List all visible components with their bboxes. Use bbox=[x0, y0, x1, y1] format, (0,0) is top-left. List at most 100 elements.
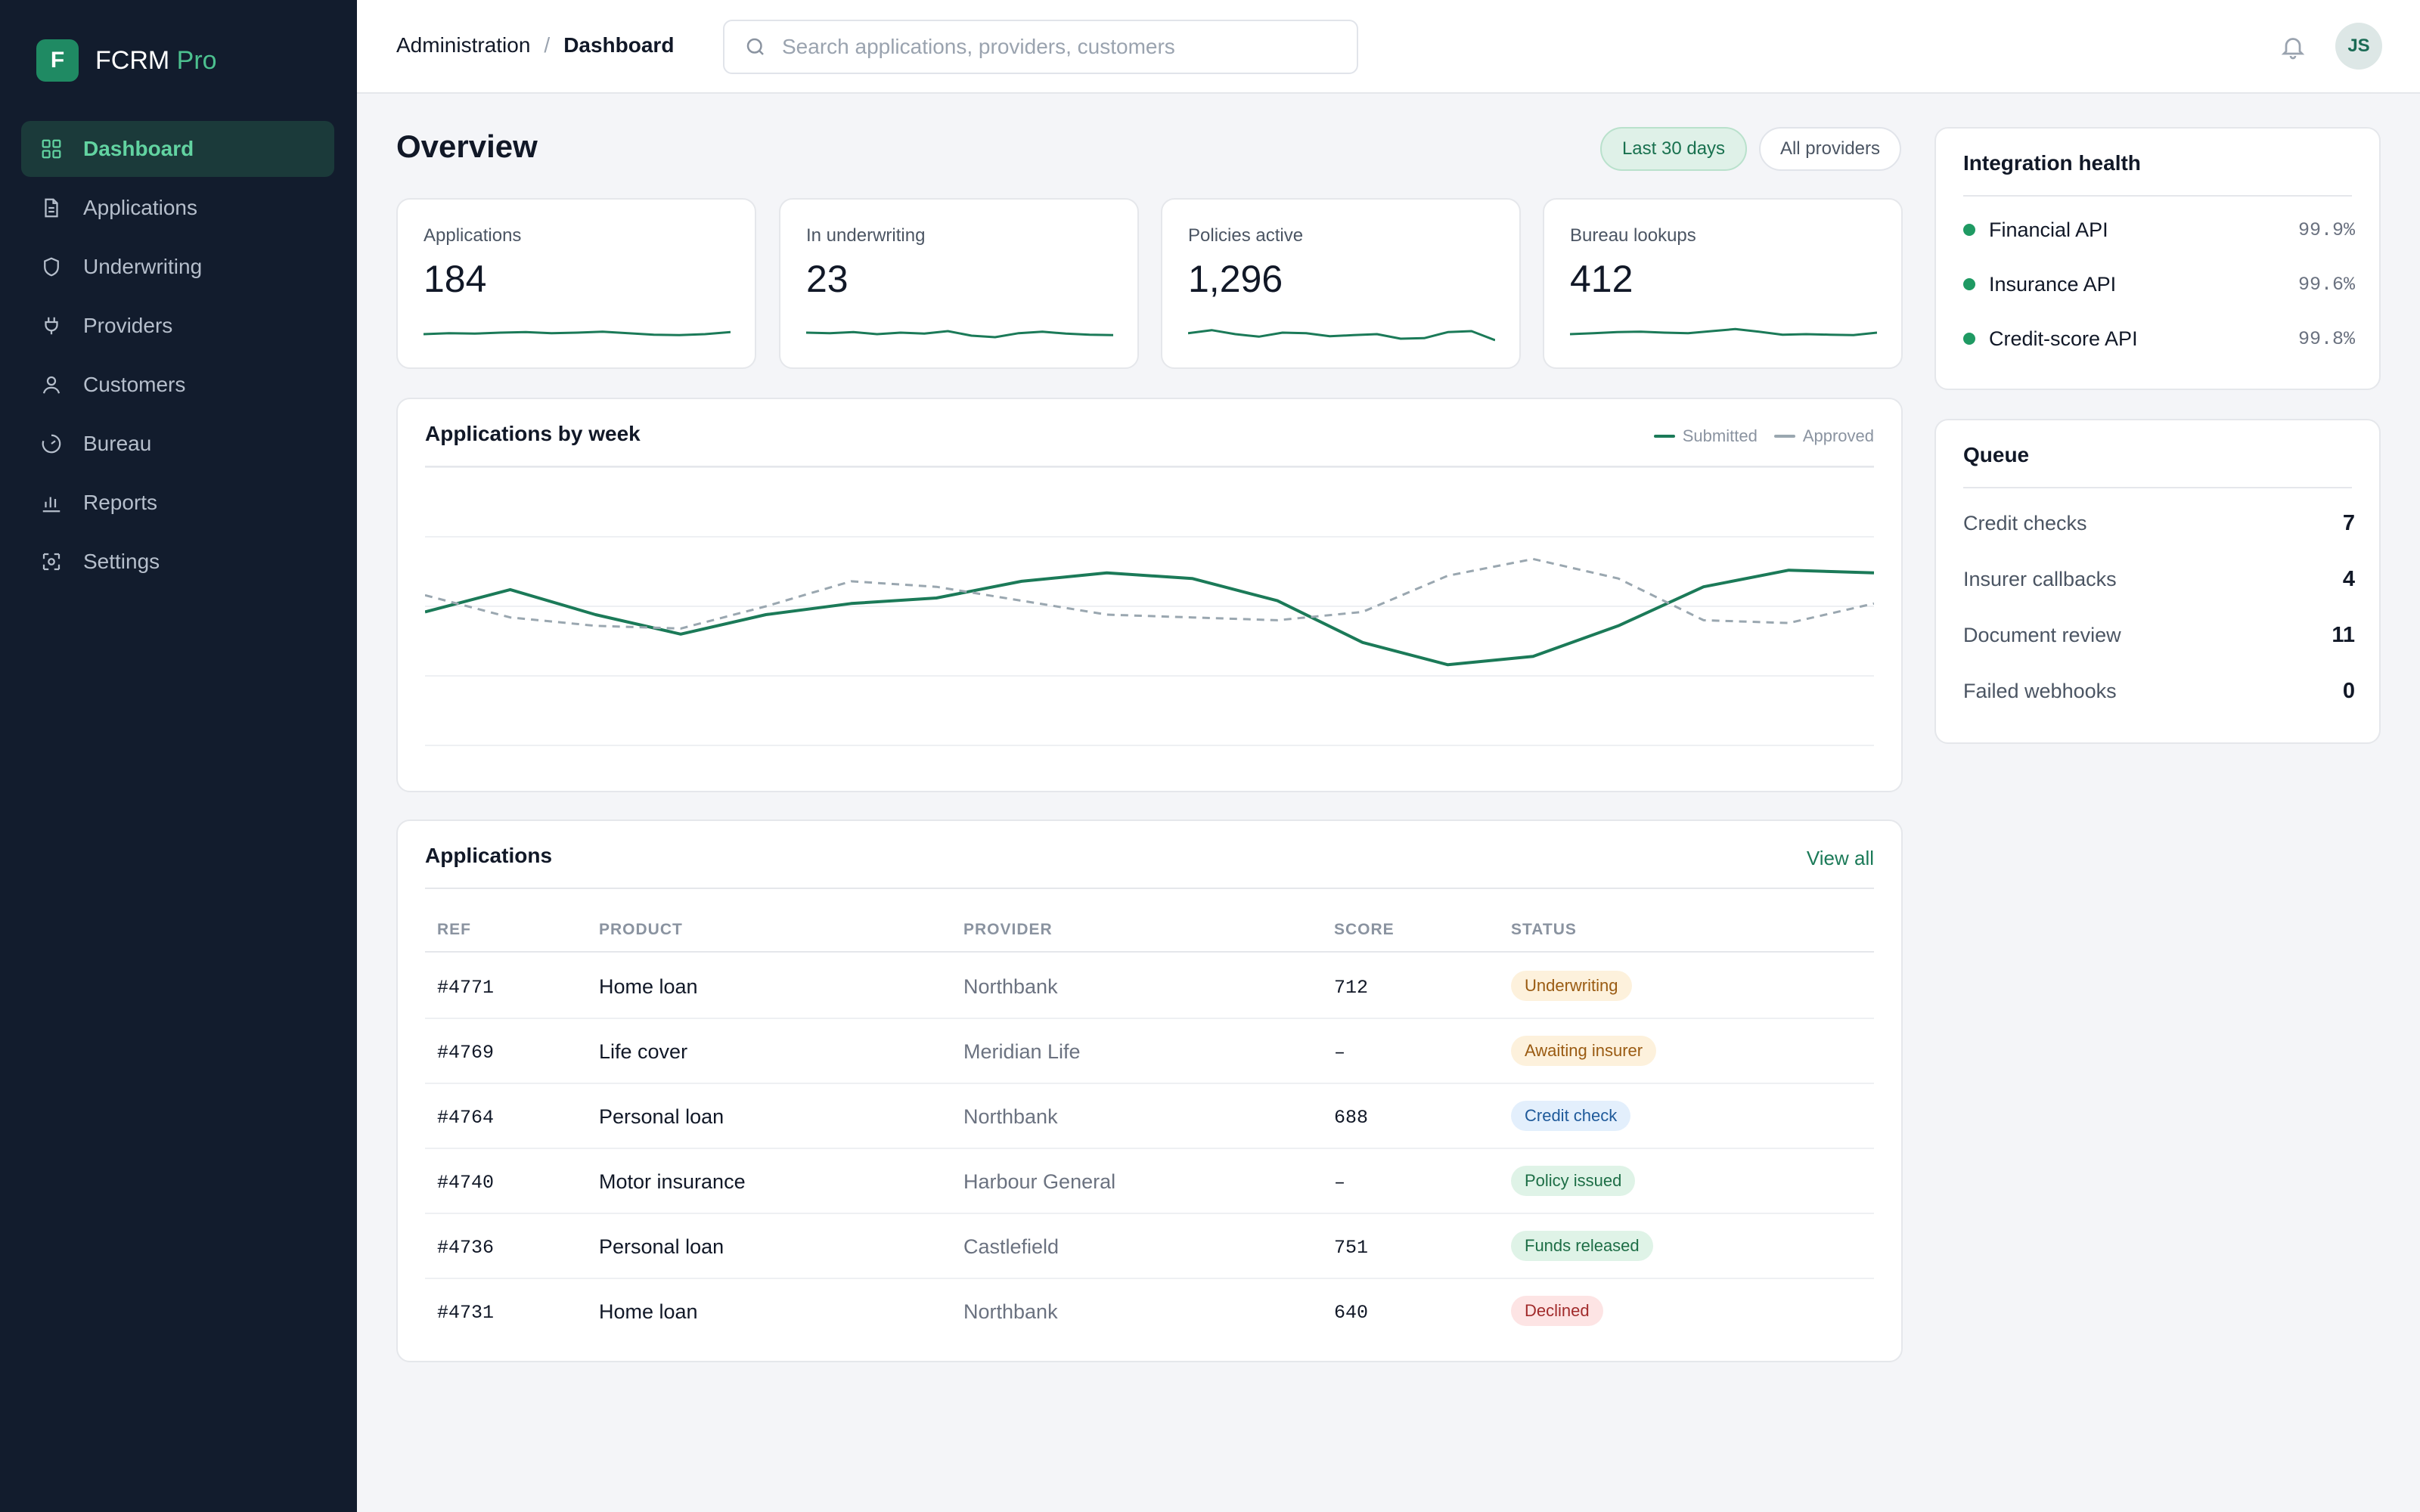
table-row[interactable]: #4740 Motor insurance Harbour General – Poli… bbox=[425, 1149, 1874, 1214]
queue-row-insurer-callbacks[interactable]: Insurer callbacks 4 bbox=[1963, 564, 2355, 594]
cell-score: – bbox=[1334, 1042, 1346, 1064]
plug-icon bbox=[39, 314, 64, 338]
queue-count: 0 bbox=[2342, 678, 2355, 703]
notifications-bell-icon[interactable] bbox=[2279, 33, 2307, 60]
column-header-score[interactable]: SCORE bbox=[1334, 921, 1395, 938]
legend-label: Approved bbox=[1802, 426, 1874, 445]
shield-icon bbox=[39, 255, 64, 279]
cell-ref: #4771 bbox=[437, 977, 495, 999]
column-header-product[interactable]: PRODUCT bbox=[599, 921, 683, 938]
brand-name-text: FCRM bbox=[95, 45, 170, 75]
search-icon bbox=[746, 38, 764, 55]
brand-name: FCRM Pro bbox=[95, 46, 217, 76]
sidebar-item-label: Applications bbox=[83, 196, 197, 219]
sidebar-item-settings[interactable]: Settings bbox=[21, 534, 334, 590]
brand-logo: F bbox=[36, 39, 79, 82]
integration-row-insurance-api[interactable]: Insurance API 99.6% bbox=[1963, 269, 2355, 299]
settings-icon bbox=[39, 550, 64, 574]
cell-ref: #4736 bbox=[437, 1237, 495, 1259]
sidebar-item-providers[interactable]: Providers bbox=[21, 298, 334, 354]
cell-product: Personal loan bbox=[599, 1105, 724, 1128]
stat-card-policies-active[interactable]: Policies active 1,296 bbox=[1161, 198, 1521, 369]
sidebar-item-label: Customers bbox=[83, 373, 186, 396]
queue-count: 4 bbox=[2342, 566, 2355, 591]
sidebar-nav: Dashboard Applications Underwriting Prov… bbox=[21, 121, 334, 593]
sparkline bbox=[806, 330, 1113, 339]
queue-name: Failed webhooks bbox=[1963, 679, 2117, 702]
chart-series-submitted bbox=[425, 569, 1874, 667]
breadcrumb-item-administration[interactable]: Administration bbox=[396, 33, 531, 57]
integration-name: Credit-score API bbox=[1989, 327, 2138, 350]
cell-provider: Castlefield bbox=[963, 1235, 1060, 1258]
column-header-provider[interactable]: PROVIDER bbox=[963, 921, 1053, 938]
table-row[interactable]: #4764 Personal loan Northbank 688 Credit che… bbox=[425, 1084, 1874, 1149]
user-avatar[interactable]: JS bbox=[2335, 23, 2382, 70]
cell-ref: #4769 bbox=[437, 1042, 495, 1064]
applications-table-card: Applications View all REF PRODUCT PROVID… bbox=[396, 820, 1903, 1362]
queue-row-document-review[interactable]: Document review 11 bbox=[1963, 620, 2355, 650]
cell-product: Personal loan bbox=[599, 1235, 724, 1258]
status-badge: Awaiting insurer bbox=[1511, 1036, 1657, 1066]
queue-count: 11 bbox=[2332, 622, 2355, 647]
sidebar-item-applications[interactable]: Applications bbox=[21, 180, 334, 236]
stat-card-in-underwriting[interactable]: In underwriting 23 bbox=[779, 198, 1139, 369]
integration-row-credit-score-api[interactable]: Credit-score API 99.8% bbox=[1963, 324, 2355, 354]
column-header-ref[interactable]: REF bbox=[437, 921, 471, 938]
integration-name: Insurance API bbox=[1989, 272, 2117, 296]
sidebar-item-label: Providers bbox=[83, 314, 173, 337]
cell-score: 688 bbox=[1334, 1107, 1369, 1129]
integration-health-divider bbox=[1963, 195, 2352, 197]
filter-date-range[interactable]: Last 30 days bbox=[1600, 127, 1747, 171]
queue-row-credit-checks[interactable]: Credit checks 7 bbox=[1963, 508, 2355, 538]
search-input[interactable] bbox=[782, 35, 1342, 59]
brand[interactable]: F FCRM Pro bbox=[36, 39, 217, 82]
view-all-link[interactable]: View all bbox=[1806, 847, 1874, 869]
sidebar-item-label: Dashboard bbox=[83, 137, 194, 160]
weekly-chart-card: Applications by week Submitted Approved bbox=[396, 398, 1903, 792]
sidebar-item-label: Underwriting bbox=[83, 255, 203, 278]
column-header-status[interactable]: STATUS bbox=[1511, 921, 1577, 938]
stat-card-applications[interactable]: Applications 184 bbox=[396, 198, 756, 369]
cell-product: Life cover bbox=[599, 1040, 688, 1063]
chart-series-approved bbox=[425, 557, 1874, 630]
cell-score: – bbox=[1334, 1172, 1346, 1194]
cell-provider: Meridian Life bbox=[963, 1040, 1081, 1063]
status-dot bbox=[1963, 224, 1975, 236]
chart-legend: Submitted Approved bbox=[1637, 426, 1874, 446]
breadcrumb-separator: / bbox=[544, 33, 551, 57]
page-title: Overview bbox=[396, 129, 538, 164]
cell-score: 712 bbox=[1334, 977, 1369, 999]
filter-providers[interactable]: All providers bbox=[1759, 127, 1901, 171]
stat-label: Applications bbox=[424, 225, 522, 246]
stat-label: Bureau lookups bbox=[1570, 225, 1696, 246]
sidebar-item-dashboard[interactable]: Dashboard bbox=[21, 121, 334, 177]
chart-divider bbox=[425, 466, 1874, 467]
legend-item-submitted[interactable]: Submitted bbox=[1653, 426, 1758, 446]
queue-divider bbox=[1963, 487, 2352, 488]
chart-title: Applications by week bbox=[425, 422, 641, 445]
search-box[interactable] bbox=[723, 20, 1358, 74]
sparkline bbox=[1188, 329, 1495, 342]
stat-card-bureau-lookups[interactable]: Bureau lookups 412 bbox=[1543, 198, 1903, 369]
sidebar-item-customers[interactable]: Customers bbox=[21, 357, 334, 413]
integration-name: Financial API bbox=[1989, 218, 2108, 241]
sidebar-item-bureau[interactable]: Bureau bbox=[21, 416, 334, 472]
legend-item-approved[interactable]: Approved bbox=[1773, 426, 1874, 446]
queue-count: 7 bbox=[2342, 510, 2355, 535]
table-title: Applications bbox=[425, 844, 553, 867]
table-row[interactable]: #4731 Home loan Northbank 640 Declined bbox=[425, 1279, 1874, 1344]
table-row[interactable]: #4771 Home loan Northbank 712 Underwriting bbox=[425, 954, 1874, 1019]
integration-uptime: 99.9% bbox=[2297, 218, 2355, 241]
queue-row-failed-webhooks[interactable]: Failed webhooks 0 bbox=[1963, 676, 2355, 706]
integration-health-title: Integration health bbox=[1963, 151, 2141, 175]
queue-name: Document review bbox=[1963, 623, 2121, 646]
table-row[interactable]: #4769 Life cover Meridian Life – Awaiting in… bbox=[425, 1019, 1874, 1084]
sidebar-item-underwriting[interactable]: Underwriting bbox=[21, 239, 334, 295]
status-badge: Underwriting bbox=[1511, 971, 1632, 1001]
table-row[interactable]: #4736 Personal loan Castlefield 751 Funds re… bbox=[425, 1214, 1874, 1279]
sidebar-item-label: Reports bbox=[83, 491, 158, 514]
sidebar-item-reports[interactable]: Reports bbox=[21, 475, 334, 531]
cell-provider: Harbour General bbox=[963, 1170, 1116, 1193]
document-icon bbox=[39, 196, 64, 220]
integration-row-financial-api[interactable]: Financial API 99.9% bbox=[1963, 215, 2355, 245]
